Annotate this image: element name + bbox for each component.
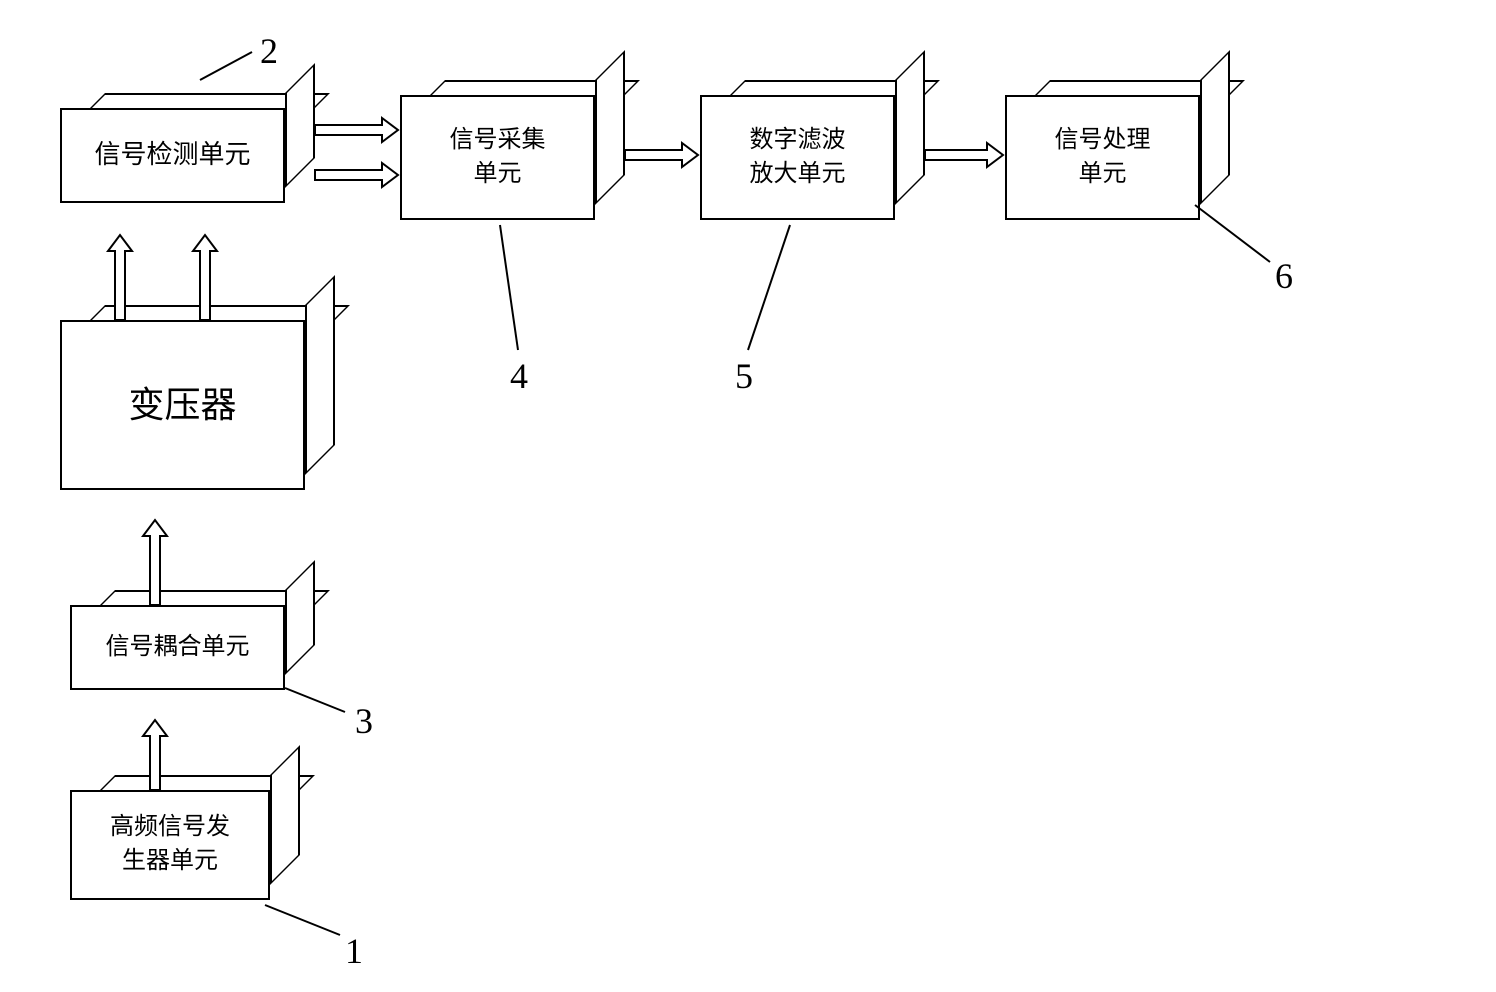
arrow-right xyxy=(625,143,698,167)
flowchart-diagram: 高频信号发 生器单元1信号耦合单元3变压器信号检测单元2信号采集 单元4数字滤波… xyxy=(0,0,1496,992)
callout-number-6: 6 xyxy=(1275,255,1293,297)
arrow-up xyxy=(108,235,132,320)
arrow-right xyxy=(925,143,1003,167)
callout-line xyxy=(200,52,252,80)
callout-line xyxy=(285,688,345,712)
callout-line xyxy=(1195,205,1270,262)
callout-line xyxy=(748,225,790,350)
callout-line xyxy=(265,905,340,935)
arrow-up xyxy=(143,720,167,790)
svg-layer xyxy=(0,0,1496,992)
arrow-up xyxy=(193,235,217,320)
arrow-up xyxy=(143,520,167,605)
callout-number-2: 2 xyxy=(260,30,278,72)
arrow-right xyxy=(315,118,398,142)
callout-number-5: 5 xyxy=(735,355,753,397)
callout-number-3: 3 xyxy=(355,700,373,742)
callout-number-4: 4 xyxy=(510,355,528,397)
callout-line xyxy=(500,225,518,350)
callout-number-1: 1 xyxy=(345,930,363,972)
arrow-right xyxy=(315,163,398,187)
